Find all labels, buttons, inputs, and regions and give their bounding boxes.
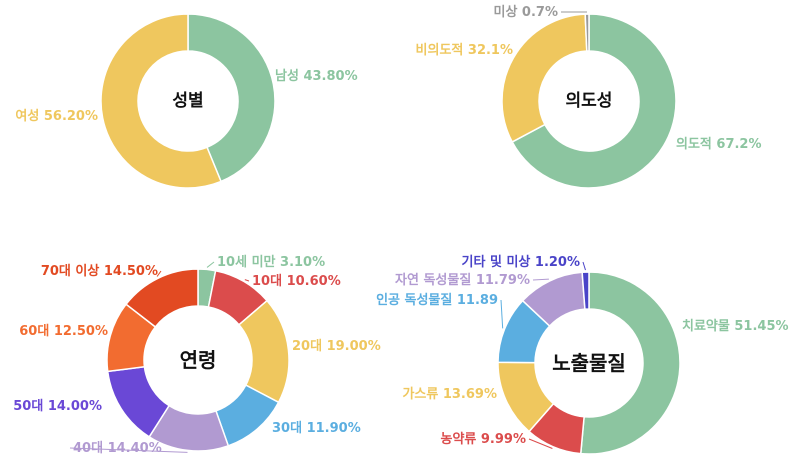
- donut-1: 의도적 67.2% 비의도적 32.1% 미상 0.7% 의도성: [416, 4, 762, 189]
- data-label-여성: 여성 56.20%: [15, 108, 98, 124]
- chart-title: 성별: [172, 91, 203, 111]
- leader-line-40대: [69, 447, 188, 453]
- data-label-가스류: 가스류 13.69%: [402, 387, 497, 402]
- data-label-50대: 50대 14.00%: [13, 399, 102, 414]
- leader-line-10세-미만: [206, 261, 215, 268]
- donut-2: 10세 미만 3.10% 10대 10.60% 20대 19.00% 30대 11.9…: [13, 254, 380, 456]
- data-label-10세-미만: 10세 미만 3.10%: [217, 254, 325, 270]
- data-label-60대: 60대 12.50%: [19, 324, 108, 339]
- leader-line-자연-독성물질: [532, 278, 549, 281]
- data-label-농약류: 농약류 9.99%: [440, 431, 526, 447]
- chart-title: 연령: [180, 348, 217, 372]
- data-label-비의도적: 비의도적 32.1%: [416, 42, 513, 58]
- leader-line-기타-및-미상: [582, 261, 586, 271]
- slice-비의도적: [501, 13, 588, 143]
- donut-3: 치료약물 51.45% 농약류 9.99% 가스류 13.69% 인공 독성물질 11…: [376, 254, 789, 455]
- data-label-20대: 20대 19.00%: [292, 339, 381, 354]
- slice-의도적: [511, 13, 677, 189]
- slice-여성: [100, 13, 223, 189]
- leader-line-10대: [244, 279, 250, 282]
- data-label-치료약물: 치료약물 51.45%: [682, 318, 789, 334]
- data-label-의도적: 의도적 67.2%: [676, 136, 762, 152]
- data-label-기타-및-미상: 기타 및 미상 1.20%: [462, 254, 580, 270]
- data-label-남성: 남성 43.80%: [275, 68, 358, 84]
- slice-기타-및-미상: [581, 271, 590, 310]
- slice-남성: [187, 13, 276, 183]
- data-label-미상: 미상 0.7%: [493, 4, 558, 20]
- data-label-인공-독성물질: 인공 독성물질 11.89: [376, 292, 498, 308]
- data-label-30대: 30대 11.90%: [272, 421, 361, 436]
- slice-미상: [584, 13, 590, 52]
- data-label-10대: 10대 10.60%: [252, 274, 341, 289]
- chart-title: 의도성: [566, 91, 613, 111]
- leader-line-70대-이상: [156, 270, 162, 277]
- slice-치료약물: [579, 271, 681, 455]
- data-label-자연-독성물질: 자연 독성물질 11.79%: [395, 273, 530, 288]
- data-label-70대-이상: 70대 이상 14.50%: [41, 263, 158, 279]
- slice-70대-이상: [125, 268, 199, 328]
- chart-title: 노출물질: [552, 351, 626, 375]
- data-label-40대: 40대 14.40%: [73, 441, 162, 456]
- leader-line-농약류: [528, 438, 553, 449]
- donut-0: 남성 43.80% 여성 56.20% 성별: [15, 13, 358, 189]
- leader-line-인공-독성물질: [500, 299, 504, 329]
